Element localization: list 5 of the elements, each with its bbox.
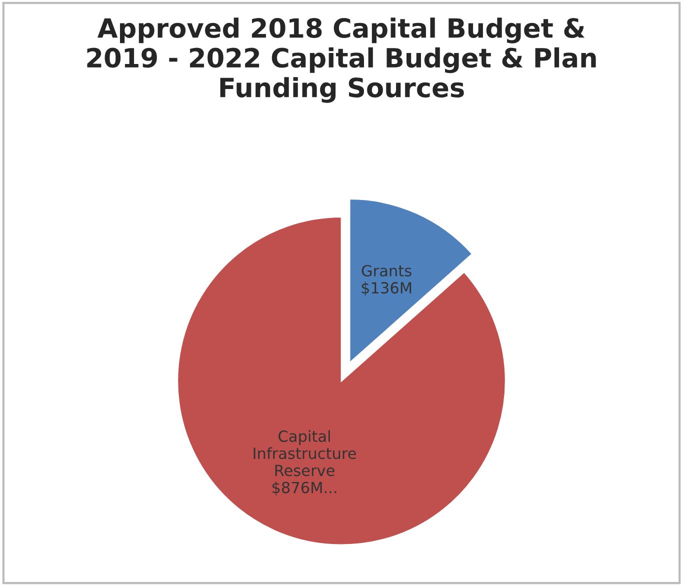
data-label: $876M... [272,481,336,496]
chart-title: Approved 2018 Capital Budget & 2019 - 2022 Capital Budget & Plan Funding Sources [87,18,596,103]
data-label: $136M [362,282,412,296]
slice-label: Grants [362,264,412,276]
slice-label: Capital Infrastructure Reserve [254,430,356,476]
